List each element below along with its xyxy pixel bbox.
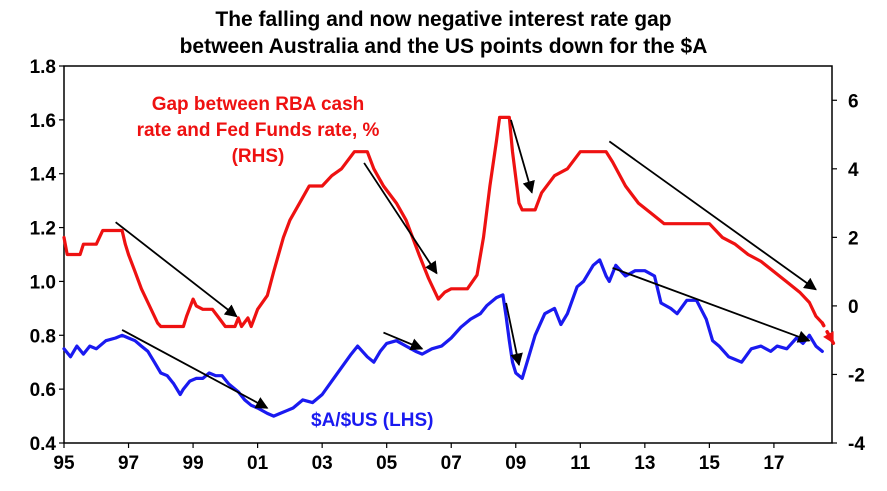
trend-arrow (505, 302, 523, 367)
right-tick-label: 6 (848, 91, 859, 112)
blue-label: $A/$US (LHS) (311, 410, 433, 431)
trend-arrow (383, 331, 424, 351)
aud-usd-line (62, 258, 824, 418)
right-tick-label: 2 (848, 228, 859, 249)
x-axis: 95 97 99 01 03 05 07 09 11 13 15 17 (53, 443, 784, 474)
trend-arrow (115, 221, 238, 318)
plot-area-frame (63, 65, 833, 444)
annotation-red-label: Gap between RBA cash rate and Fed Funds … (137, 94, 380, 167)
red-label-line-1: Gap between RBA cash (152, 94, 365, 115)
left-tick-label: 1.6 (30, 111, 56, 132)
left-tick-label: 1.4 (30, 165, 57, 186)
annotation-arrows (115, 119, 817, 409)
chart-title-line-2: between Australia and the US points down… (179, 35, 708, 58)
red-label-line-3: (RHS) (232, 146, 285, 167)
left-tick-label: 0.8 (30, 326, 56, 347)
right-tick-label: 0 (848, 297, 859, 318)
left-tick-label: 0.4 (30, 434, 57, 455)
chart-title-line-1: The falling and now negative interest ra… (215, 8, 672, 31)
trend-arrow (121, 329, 269, 409)
x-tick-label: 97 (118, 453, 139, 474)
x-tick-label: 03 (312, 453, 333, 474)
rate-gap-line (62, 115, 824, 329)
x-tick-label: 15 (699, 453, 721, 474)
left-tick-label: 0.6 (30, 380, 56, 401)
x-tick-label: 09 (505, 453, 526, 474)
right-axis: -4 -2 0 2 4 6 (832, 91, 865, 455)
right-tick-label: -2 (848, 365, 865, 386)
left-tick-label: 1.0 (30, 272, 56, 293)
gap-forecast-arrowhead (823, 331, 834, 344)
x-tick-label: 01 (247, 453, 269, 474)
trend-arrow (612, 267, 811, 343)
x-tick-label: 17 (763, 453, 784, 474)
x-tick-label: 05 (376, 453, 398, 474)
x-tick-label: 07 (441, 453, 462, 474)
left-tick-label: 1.2 (30, 219, 56, 240)
x-tick-label: 99 (183, 453, 204, 474)
series-layer (62, 115, 836, 418)
right-tick-label: 4 (848, 160, 859, 181)
left-tick-label: 1.8 (30, 57, 56, 78)
left-axis: 0.4 0.6 0.8 1.0 1.2 1.4 1.6 1.8 (30, 57, 64, 455)
x-tick-label: 95 (53, 453, 75, 474)
red-label-line-2: rate and Fed Funds rate, % (137, 120, 380, 141)
x-tick-label: 11 (570, 453, 591, 474)
trend-arrow (363, 162, 438, 275)
trend-arrow (608, 140, 817, 291)
trend-arrow (510, 119, 535, 194)
right-tick-label: -4 (848, 434, 865, 455)
x-tick-label: 13 (634, 453, 655, 474)
